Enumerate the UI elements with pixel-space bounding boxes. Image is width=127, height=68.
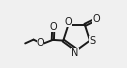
Text: O: O bbox=[64, 17, 72, 27]
Text: O: O bbox=[92, 14, 100, 24]
Text: S: S bbox=[89, 36, 95, 46]
Text: N: N bbox=[71, 48, 78, 58]
Text: O: O bbox=[49, 22, 57, 32]
Text: O: O bbox=[37, 38, 44, 48]
